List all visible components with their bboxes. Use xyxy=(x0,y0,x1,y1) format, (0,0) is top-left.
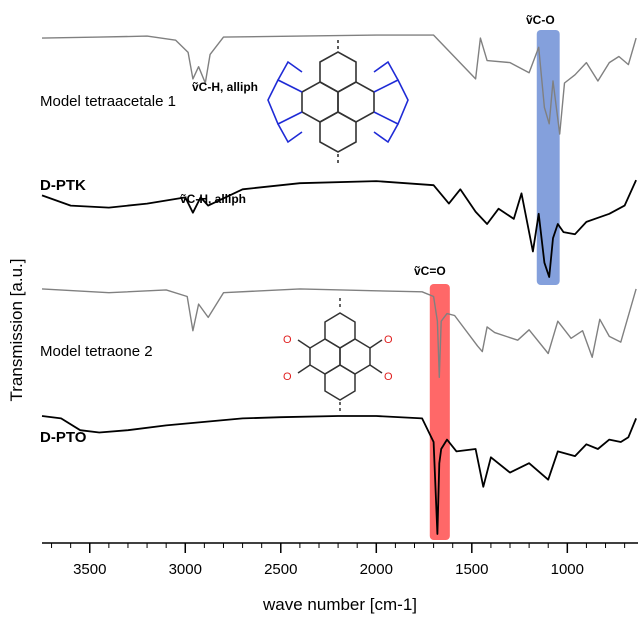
series-line-1 xyxy=(41,34,637,135)
x-tick-label: 3000 xyxy=(169,561,202,578)
svg-text:O: O xyxy=(384,371,393,383)
x-axis: 3500 3000 2500 2000 1500 1000 xyxy=(42,542,638,578)
tetraacetale-structure-drawing xyxy=(267,40,409,164)
x-tick-label: 2500 xyxy=(264,561,297,578)
series-label-dpto: D-PTO xyxy=(40,429,87,446)
highlight-label-co: ṽC-O xyxy=(526,13,555,27)
x-tick-label: 2000 xyxy=(360,561,393,578)
highlight-bands xyxy=(429,30,560,540)
series-label-tetraacetale: Model tetraacetale 1 xyxy=(40,93,176,110)
y-axis-title: Transmission [a.u.] xyxy=(7,259,26,402)
x-axis-ticks: 3500 3000 2500 2000 1500 1000 xyxy=(51,543,626,578)
tetraone-structure-drawing: O O O O xyxy=(283,298,393,414)
series-label-dptk: D-PTK xyxy=(40,177,86,194)
svg-text:O: O xyxy=(384,334,393,346)
series-label-tetraone: Model tetraone 2 xyxy=(40,343,153,360)
svg-text:O: O xyxy=(283,371,292,383)
series-label-tetraacetale-text: Model tetraacetale 1 xyxy=(40,93,176,110)
series-line-2 xyxy=(41,179,637,278)
svg-text:O: O xyxy=(283,334,292,346)
series-line-3 xyxy=(41,288,637,378)
highlight-band-2 xyxy=(429,284,450,540)
annotation-ch-aliph-2: ṽC-H, alliph xyxy=(180,192,246,206)
x-tick-label: 1000 xyxy=(551,561,584,578)
spectra-lines xyxy=(41,34,637,535)
annotation-ch-aliph-1: ṽC-H, alliph xyxy=(192,80,258,94)
series-line-4 xyxy=(41,415,637,535)
x-tick-label: 1500 xyxy=(455,561,488,578)
x-axis-title: wave number [cm-1] xyxy=(262,595,417,614)
x-tick-label: 3500 xyxy=(73,561,106,578)
highlight-label-c-double-o: ṽC=O xyxy=(414,264,446,278)
